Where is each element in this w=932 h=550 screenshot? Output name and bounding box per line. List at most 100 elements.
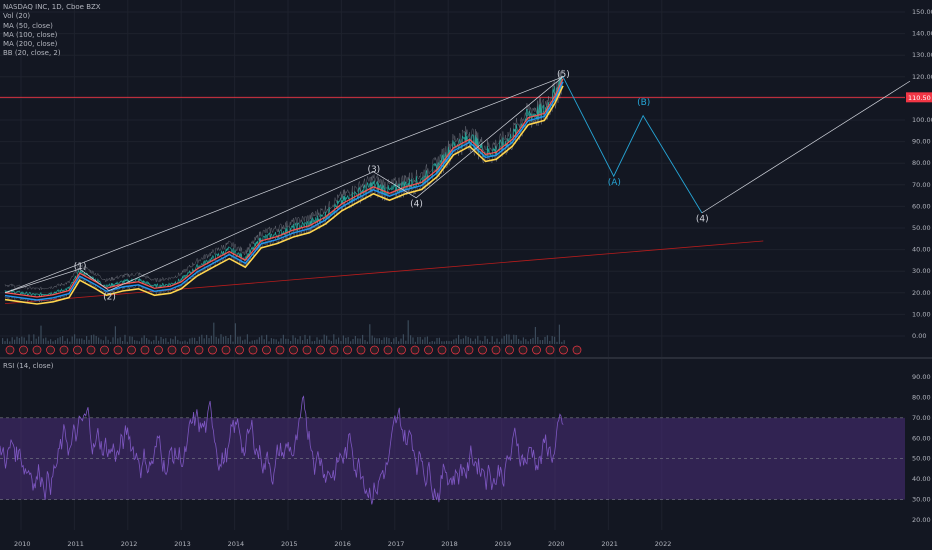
earnings-marker[interactable] [262, 345, 271, 355]
volume-bar [443, 341, 445, 344]
earnings-marker[interactable] [208, 345, 217, 355]
earnings-marker[interactable] [424, 345, 433, 355]
earnings-marker[interactable] [194, 345, 204, 355]
volume-bar [146, 338, 148, 344]
volume-bar [527, 341, 529, 344]
earnings-marker[interactable] [59, 345, 69, 355]
earnings-marker[interactable] [302, 345, 312, 355]
earnings-marker[interactable] [397, 345, 406, 355]
axes: 150.00140.00130.00120.00110.00100.0090.0… [14, 8, 932, 548]
legend-indicator-bb[interactable]: BB (20, close, 2) [3, 49, 61, 58]
earnings-marker[interactable] [235, 345, 244, 355]
volume-bar [321, 339, 323, 344]
volume-bar [57, 338, 59, 344]
earnings-marker[interactable] [127, 345, 136, 355]
earnings-marker[interactable] [289, 345, 298, 355]
earnings-marker[interactable] [221, 345, 231, 355]
volume-bar [112, 337, 114, 344]
earnings-marker[interactable] [370, 345, 379, 355]
earnings-marker[interactable] [19, 345, 28, 355]
volume-bar [506, 334, 508, 344]
earnings-marker[interactable] [356, 345, 366, 355]
legend-indicator-ma100[interactable]: MA (100, close) [3, 30, 58, 39]
earnings-marker[interactable] [86, 345, 96, 355]
earnings-marker[interactable] [329, 345, 339, 355]
volume-bar [251, 340, 253, 344]
earnings-marker[interactable] [248, 345, 258, 355]
earnings-marker[interactable] [181, 345, 190, 355]
volume-bar [150, 341, 152, 344]
volume-bar [453, 339, 455, 344]
volume-bar [482, 341, 484, 344]
earnings-marker[interactable] [559, 345, 568, 355]
rsi-tick-label: 70.00 [912, 414, 931, 422]
volume-bar [114, 326, 116, 344]
volume-bar [412, 337, 414, 344]
earnings-marker[interactable] [343, 345, 352, 355]
projection-abc[interactable] [562, 76, 703, 214]
projection-up[interactable] [701, 80, 911, 214]
volume-bar [501, 338, 503, 344]
time-tick-label: 2015 [281, 540, 298, 548]
legend-indicator-ma200[interactable]: MA (200, close) [3, 40, 58, 49]
volume-bar [14, 339, 16, 344]
legend-indicator-vol[interactable]: Vol (20) [3, 12, 31, 21]
time-tick-label: 2018 [441, 540, 458, 548]
earnings-marker[interactable] [73, 345, 82, 355]
earnings-marker[interactable] [505, 345, 514, 355]
volume-bar [297, 339, 299, 344]
earnings-marker[interactable] [572, 345, 582, 355]
volume-bar [218, 338, 220, 344]
lower-trendline[interactable] [4, 240, 764, 304]
volume-bar [484, 335, 486, 344]
legend-indicator-ma50[interactable]: MA (50, close) [3, 21, 53, 30]
volume-bar [124, 334, 126, 344]
earnings-marker[interactable] [5, 345, 15, 355]
earnings-marker[interactable] [167, 345, 177, 355]
earnings-marker[interactable] [383, 345, 393, 355]
volume-bar [86, 336, 88, 344]
volume-bar [407, 320, 409, 344]
wave-label: (3) [367, 165, 380, 175]
price-tick-label: 30.00 [912, 267, 931, 275]
volume-bar [263, 339, 265, 344]
earnings-marker[interactable] [140, 345, 150, 355]
earnings-marker[interactable] [451, 345, 460, 355]
wave-lines[interactable] [4, 76, 564, 294]
wave-label: (A) [608, 178, 621, 188]
volume-bar [304, 334, 306, 344]
earnings-marker[interactable] [32, 345, 42, 355]
volume-bar [78, 338, 80, 344]
volume-bar [338, 337, 340, 344]
upper-trendline[interactable] [4, 76, 564, 294]
earnings-marker[interactable] [478, 345, 487, 355]
rsi-label[interactable]: RSI (14, close) [3, 362, 54, 370]
volume-bar [266, 334, 268, 344]
earnings-marker[interactable] [154, 345, 163, 355]
earnings-marker[interactable] [518, 345, 528, 355]
earnings-marker[interactable] [464, 345, 474, 355]
volume-bar [532, 337, 534, 344]
earnings-marker[interactable] [113, 345, 123, 355]
volume-bar [498, 341, 500, 344]
earnings-marker[interactable] [275, 345, 285, 355]
earnings-marker[interactable] [46, 345, 55, 355]
price-tick-label: 80.00 [912, 159, 931, 167]
volume-bar [35, 338, 37, 344]
earnings-marker[interactable] [100, 345, 109, 355]
earnings-marker[interactable] [491, 345, 501, 355]
volume-bar [282, 334, 284, 344]
earnings-marker[interactable] [410, 345, 420, 355]
volume-bar [225, 335, 227, 344]
volume-bar [513, 334, 515, 344]
earnings-marker[interactable] [532, 345, 541, 355]
volume-bar [342, 335, 344, 344]
earnings-marker[interactable] [316, 345, 325, 355]
earnings-marker[interactable] [437, 345, 447, 355]
volume-bar [98, 337, 100, 344]
earnings-marker[interactable] [545, 345, 555, 355]
volume-bar [381, 340, 383, 344]
price-tick-label: 20.00 [912, 289, 931, 297]
volume-bar [4, 341, 6, 344]
